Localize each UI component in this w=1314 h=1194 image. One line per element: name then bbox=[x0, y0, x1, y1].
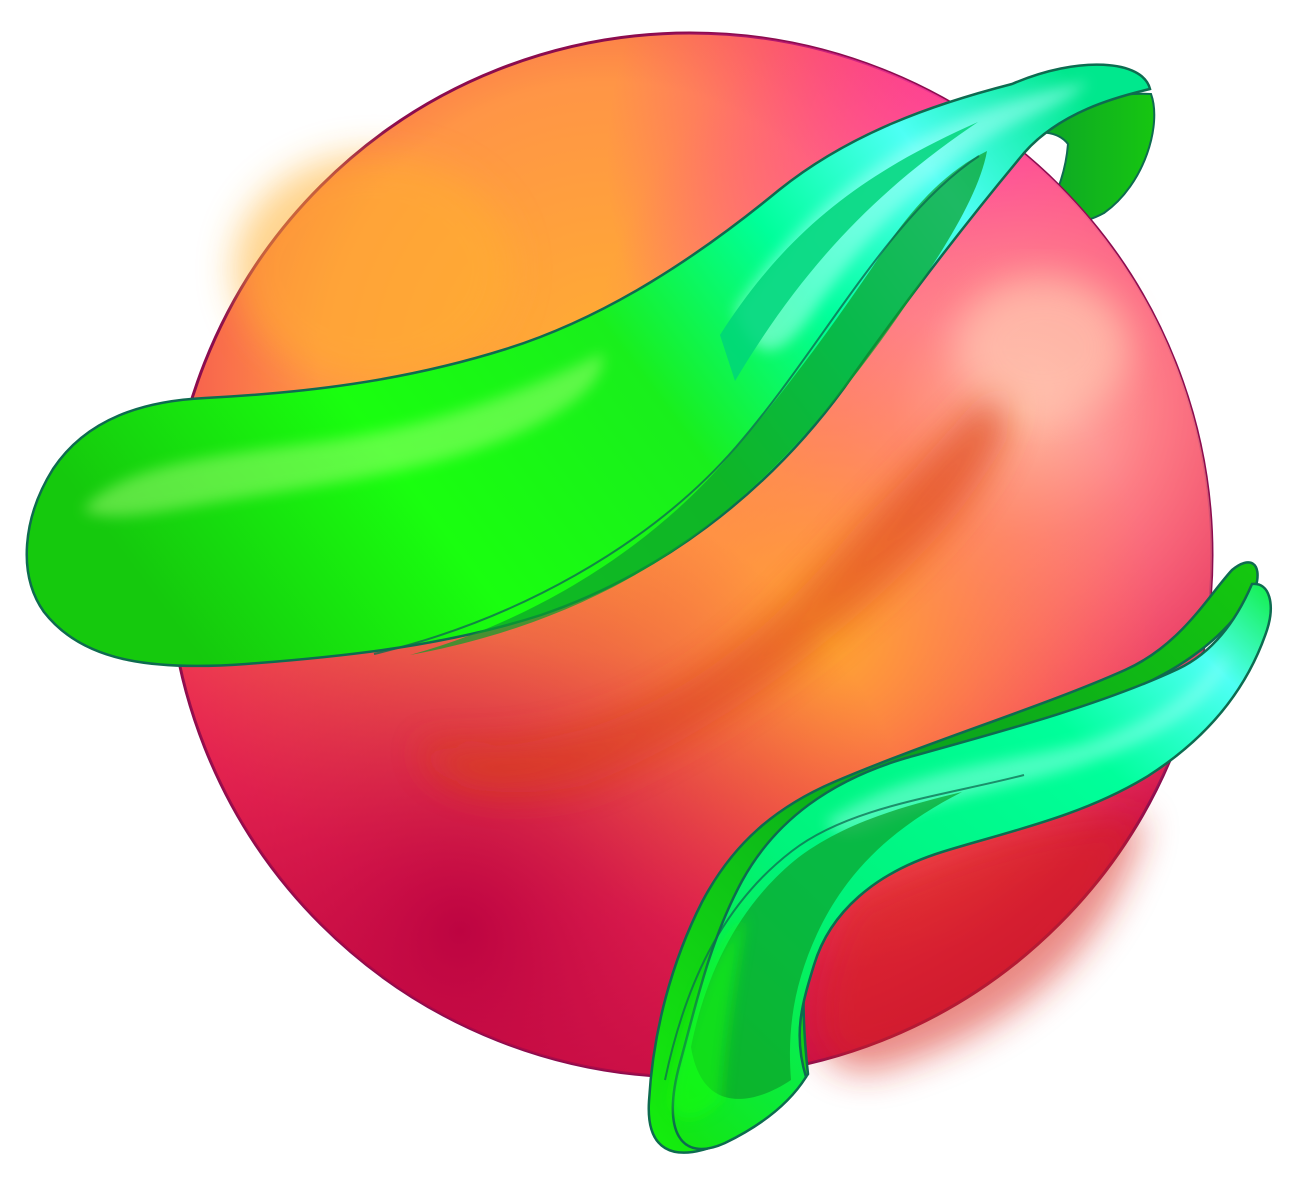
sphere-warm-glow bbox=[234, 154, 514, 384]
lower-ribbon-dark-edge bbox=[691, 792, 962, 1099]
upper-ribbon-shine-right bbox=[735, 82, 1088, 351]
sphere-highlight bbox=[958, 277, 1128, 417]
lower-ribbon-green-tail-shine bbox=[670, 915, 745, 1119]
upper-ribbon-inner-stripe bbox=[720, 122, 978, 381]
sphere-shadow-band bbox=[420, 380, 1009, 793]
upper-ribbon-crease-line bbox=[373, 155, 980, 655]
upper-ribbon-shine-left bbox=[83, 353, 604, 517]
lower-ribbon-front bbox=[671, 582, 1272, 1151]
upper-ribbon-underside bbox=[410, 151, 987, 655]
sphere-lower-red-glow bbox=[815, 818, 1145, 1072]
lower-ribbon-shine bbox=[826, 650, 1230, 834]
lower-ribbon-crease-line bbox=[664, 774, 1025, 1081]
